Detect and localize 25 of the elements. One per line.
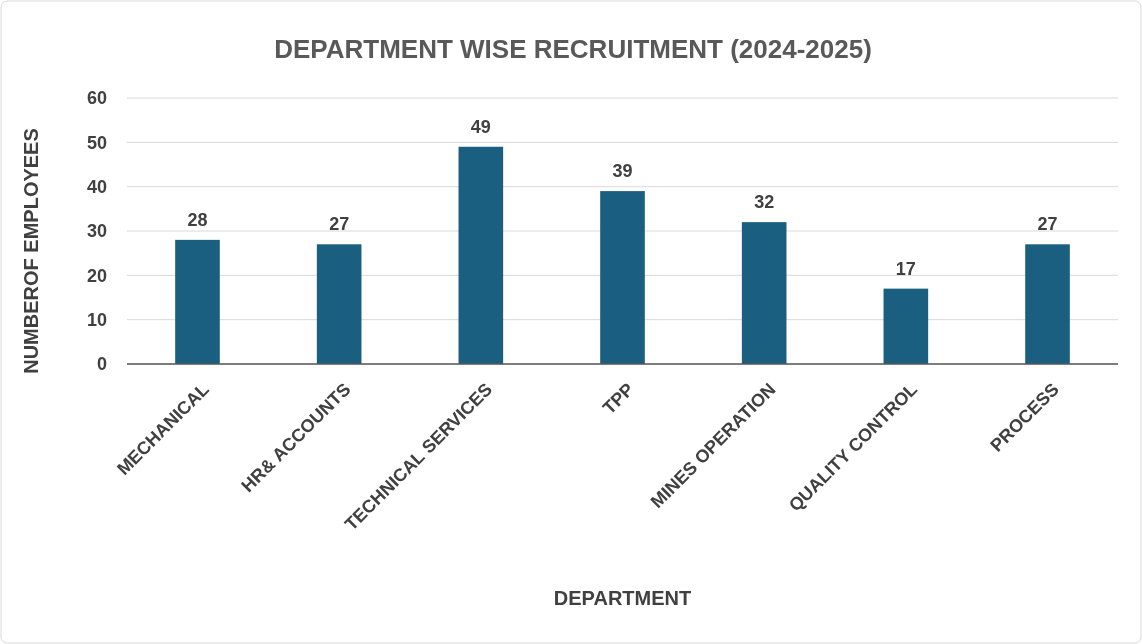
data-label: 32 [754, 192, 775, 213]
y-axis-title: NUMBEROF EMPLOYEES [20, 128, 42, 374]
data-label: 27 [329, 214, 350, 235]
bar [458, 146, 504, 364]
y-tick-label: 20 [86, 265, 107, 286]
bar [316, 244, 362, 364]
x-tick-label: TPP [598, 379, 638, 419]
y-tick-label: 0 [96, 354, 107, 375]
bar [600, 191, 645, 364]
bar [175, 239, 220, 364]
y-tick-label: 40 [86, 176, 107, 197]
bar [883, 288, 929, 364]
data-label: 39 [612, 161, 633, 182]
data-label: 27 [1037, 214, 1058, 235]
data-label: 17 [895, 258, 916, 279]
y-tick-label: 30 [86, 221, 107, 242]
chart-title: DEPARTMENT WISE RECRUITMENT (2024-2025) [274, 34, 872, 64]
y-tick-label: 50 [86, 132, 107, 153]
bar [741, 222, 787, 364]
y-tick-label: 60 [86, 88, 107, 109]
data-label: 49 [470, 116, 491, 137]
bar [1025, 244, 1070, 364]
data-label: 28 [187, 209, 208, 230]
x-axis-title: DEPARTMENT [553, 587, 692, 609]
y-tick-label: 10 [86, 309, 107, 330]
